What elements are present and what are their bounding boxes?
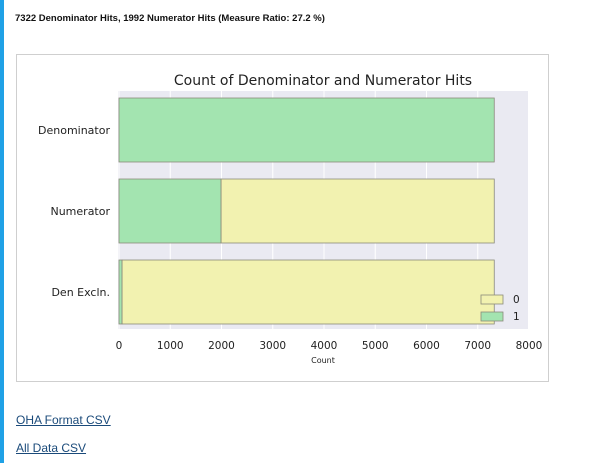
bar-den-excln-series-1 bbox=[118, 259, 123, 325]
x-tick-label: 0 bbox=[116, 340, 123, 352]
chart-title: Count of Denominator and Numerator Hits bbox=[174, 73, 472, 89]
bar-denominator-series-1 bbox=[118, 97, 495, 163]
bar-numerator-series-1 bbox=[118, 178, 222, 244]
x-tick-label: 4000 bbox=[311, 340, 338, 352]
y-tick-label: Numerator bbox=[50, 205, 110, 218]
x-tick-label: 5000 bbox=[362, 340, 389, 352]
all-data-csv-link[interactable]: All Data CSV bbox=[16, 441, 87, 455]
page-title: 7322 Denominator Hits, 1992 Numerator Hi… bbox=[15, 13, 325, 24]
x-tick-label: 3000 bbox=[259, 340, 286, 352]
x-tick-label: 2000 bbox=[208, 340, 235, 352]
x-tick-label: 7000 bbox=[464, 340, 491, 352]
bar-den-excln-series-0 bbox=[121, 259, 495, 325]
oha-format-csv-link[interactable]: OHA Format CSV bbox=[16, 413, 111, 427]
bar-numerator-series-0 bbox=[220, 178, 495, 244]
chart-legend: 01 bbox=[480, 294, 520, 323]
y-tick-label: Den Excln. bbox=[51, 286, 110, 299]
legend-label-1: 1 bbox=[513, 311, 520, 323]
accent-left-bar bbox=[0, 0, 4, 463]
x-tick-label: 1000 bbox=[157, 340, 184, 352]
y-tick-label: Denominator bbox=[38, 124, 110, 137]
legend-swatch-1 bbox=[480, 311, 504, 322]
x-tick-label: 6000 bbox=[413, 340, 440, 352]
x-tick-label: 8000 bbox=[516, 340, 543, 352]
chart-frame: Denominator Numerator Den Excln. 0 1000 2000… bbox=[16, 54, 549, 382]
legend-label-0: 0 bbox=[513, 294, 520, 306]
hits-bar-chart: Denominator Numerator Den Excln. 0 1000 2000… bbox=[38, 73, 543, 365]
legend-swatch-0 bbox=[480, 294, 504, 305]
x-axis-label: Count bbox=[311, 356, 335, 365]
